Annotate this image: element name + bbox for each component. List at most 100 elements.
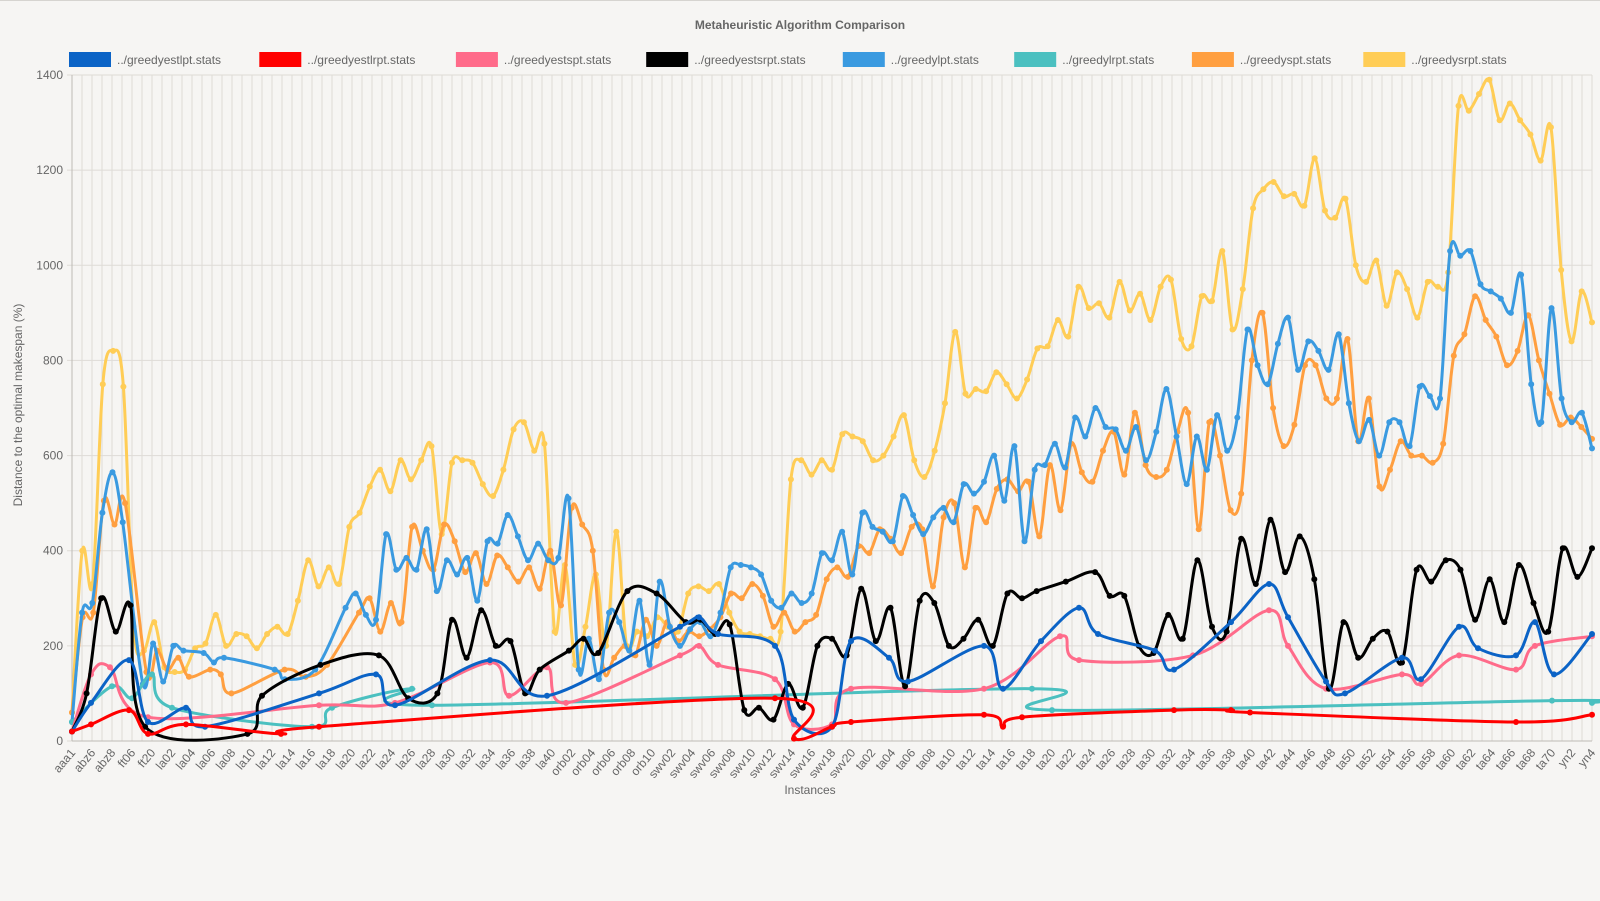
series-line [69, 76, 1595, 716]
legend-label: ../greedylrpt.stats [1062, 53, 1154, 67]
data-point [1355, 654, 1362, 661]
data-point [636, 597, 643, 604]
data-point [1001, 497, 1008, 504]
data-point [1559, 545, 1566, 552]
data-point [1477, 281, 1484, 288]
data-point [1528, 381, 1535, 388]
data-point [398, 619, 405, 626]
data-point [940, 504, 947, 511]
data-point [1578, 409, 1585, 416]
x-tick-label: ta18 [1013, 746, 1039, 773]
data-point [1426, 393, 1433, 400]
data-point [107, 664, 113, 671]
data-point [1418, 452, 1425, 459]
x-tick-label: ta20 [1033, 746, 1059, 773]
legend-item[interactable]: ../greedyestlrpt.stats [259, 52, 415, 67]
data-point [126, 707, 132, 714]
legend-item[interactable]: ../greedyspt.stats [1191, 52, 1331, 67]
data-point [696, 614, 702, 621]
series-line [69, 240, 1595, 725]
legend-item[interactable]: ../greedyestspt.stats [455, 52, 611, 67]
data-point [1062, 578, 1069, 585]
data-point [656, 578, 663, 585]
data-point [409, 685, 415, 692]
data-point [525, 557, 531, 564]
legend-item[interactable]: ../greedylrpt.stats [1014, 52, 1154, 67]
data-point [844, 573, 851, 580]
data-point [1229, 326, 1236, 333]
data-point [1152, 647, 1158, 654]
x-tick-label: ta08 [913, 746, 939, 773]
data-point [1515, 562, 1522, 568]
data-point [585, 635, 592, 642]
data-point [1355, 438, 1362, 445]
data-point [898, 550, 905, 557]
data-point [1589, 445, 1595, 452]
x-tick-label: la30 [433, 746, 459, 773]
data-point [1137, 290, 1144, 297]
legend-label: ../greedyspt.stats [1240, 53, 1331, 67]
data-point [1589, 711, 1595, 718]
data-point [151, 619, 158, 626]
x-tick-label: la22 [353, 746, 379, 773]
data-point [1504, 362, 1510, 369]
data-point [951, 500, 958, 507]
data-point [960, 481, 967, 488]
data-point [149, 671, 155, 678]
x-tick-label: la20 [333, 746, 359, 773]
data-point [1558, 395, 1565, 402]
data-point [253, 645, 260, 652]
data-point [472, 550, 479, 557]
data-point [727, 564, 734, 571]
x-tick-label: ta24 [1073, 746, 1099, 773]
x-tick-label: ta14 [973, 746, 999, 773]
data-point [1153, 474, 1160, 480]
data-point [839, 528, 846, 535]
x-tick-label: ta12 [953, 746, 979, 773]
data-point [145, 730, 151, 737]
data-point [772, 676, 778, 683]
data-point [991, 452, 998, 459]
data-point [981, 711, 987, 718]
legend-swatch [69, 52, 111, 67]
data-point [451, 538, 458, 545]
data-point [777, 628, 784, 635]
data-point [175, 654, 182, 661]
data-point [981, 685, 987, 692]
data-point [1456, 652, 1462, 659]
data-point [1399, 671, 1405, 678]
data-point [1193, 433, 1200, 440]
data-point [1428, 578, 1435, 585]
data-point [859, 509, 866, 516]
data-point [1538, 419, 1545, 426]
data-point [536, 585, 543, 592]
data-point [1574, 573, 1581, 580]
data-point [1072, 414, 1079, 421]
data-point [1044, 343, 1051, 350]
data-point [1031, 466, 1038, 473]
legend-item[interactable]: ../greedyestsrpt.stats [646, 52, 806, 67]
data-point [1424, 278, 1431, 285]
data-point [1228, 619, 1234, 626]
data-point [1122, 447, 1129, 454]
x-tick-label: la32 [453, 746, 479, 773]
data-point [462, 569, 469, 576]
data-point [120, 383, 127, 390]
data-point [520, 419, 527, 426]
data-point [342, 604, 349, 611]
data-point [1223, 628, 1230, 635]
x-tick-label: ft20 [135, 746, 159, 771]
x-tick-label: ta16 [993, 746, 1019, 773]
data-point [1312, 362, 1319, 369]
data-point [695, 583, 702, 590]
data-point [1029, 685, 1035, 692]
legend-item[interactable]: ../greedylpt.stats [842, 52, 979, 67]
data-point [1033, 588, 1040, 595]
x-tick-label: ta28 [1113, 746, 1139, 773]
data-point [383, 531, 390, 538]
data-point [185, 673, 192, 680]
legend-item[interactable]: ../greedysrpt.stats [1363, 52, 1507, 67]
y-tick-label: 200 [43, 639, 63, 653]
data-point [611, 654, 618, 661]
legend-item[interactable]: ../greedyestlpt.stats [69, 52, 221, 67]
